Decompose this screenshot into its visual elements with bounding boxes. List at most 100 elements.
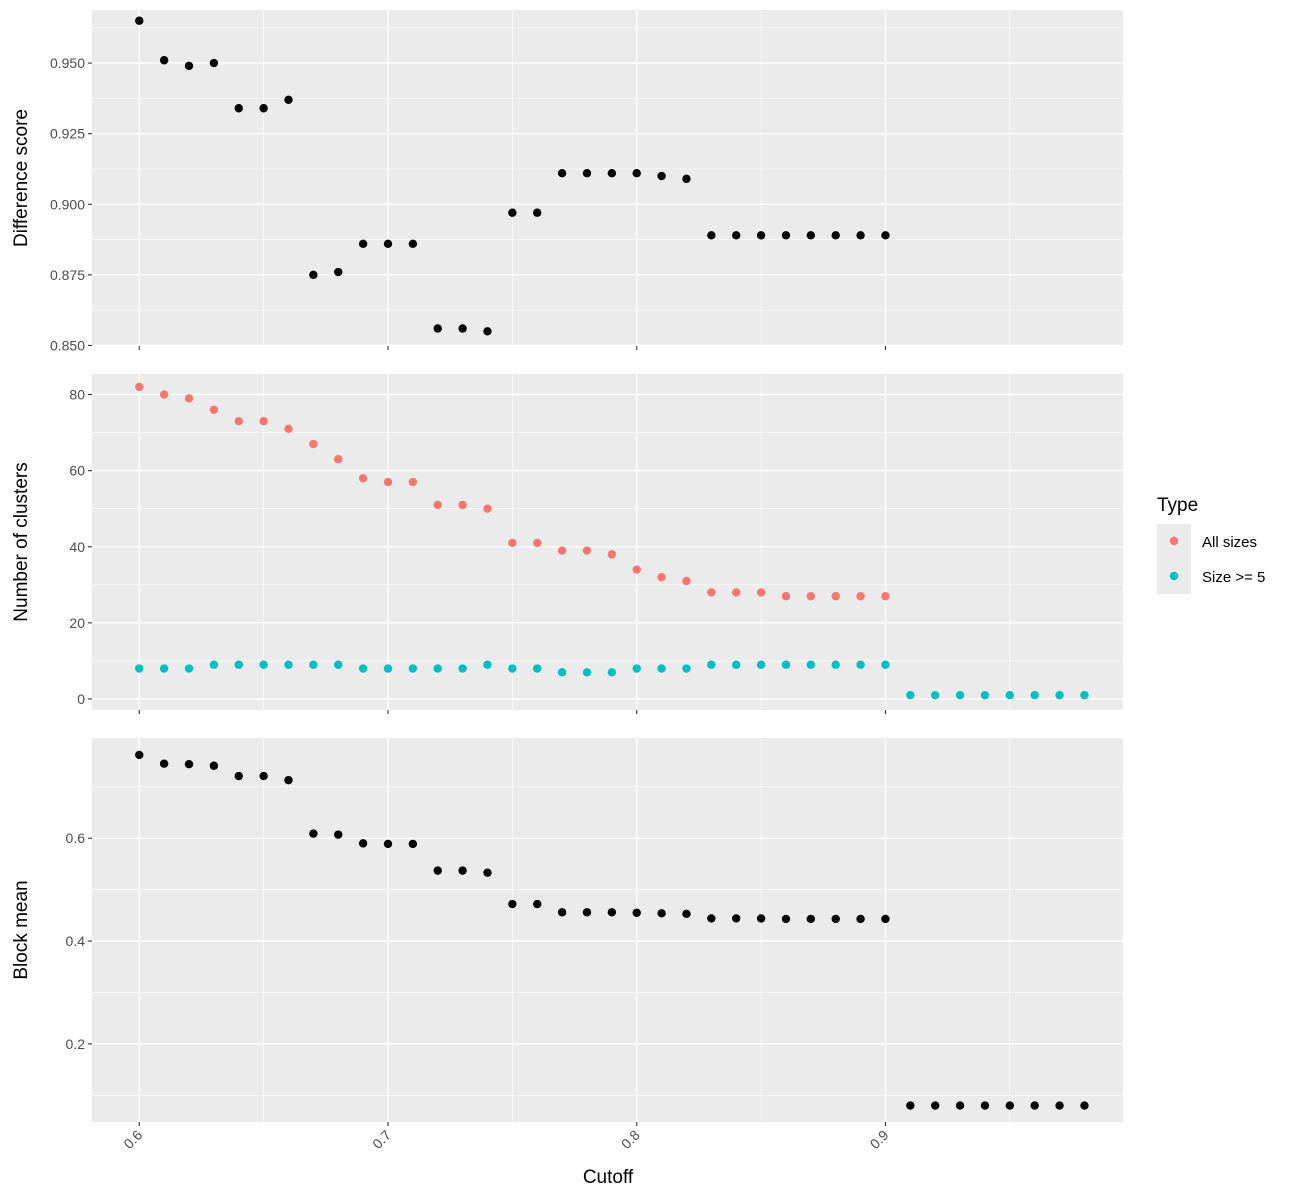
- data-point: [732, 914, 741, 923]
- data-point: [433, 500, 442, 510]
- data-point: [682, 174, 691, 184]
- data-point: [582, 668, 592, 677]
- data-point: [806, 231, 816, 240]
- data-point: [309, 660, 318, 669]
- data-point: [159, 664, 169, 673]
- data-point: [707, 588, 716, 597]
- data-point: [309, 270, 318, 280]
- panel-block-mean: 0.2 0.4 0.6 Block mean: [11, 738, 1123, 1126]
- data-point: [856, 914, 865, 924]
- data-point: [159, 759, 169, 768]
- data-point: [955, 690, 965, 700]
- data-point: [135, 382, 144, 392]
- data-point: [508, 899, 517, 909]
- data-point: [856, 592, 865, 601]
- data-point: [334, 267, 343, 277]
- data-point: [408, 839, 418, 849]
- data-point: [334, 830, 343, 839]
- data-point: [483, 660, 492, 669]
- x-tick-label: 0.7: [369, 1127, 394, 1152]
- data-point: [209, 58, 219, 68]
- data-point: [259, 771, 268, 781]
- data-point: [184, 61, 194, 71]
- y-axis-title-number-of-clusters: Number of clusters: [11, 462, 32, 621]
- y-tick-label: 0.6: [66, 830, 86, 846]
- data-point: [458, 500, 467, 510]
- y-axis-title-block-mean: Block mean: [11, 880, 32, 979]
- data-point: [533, 538, 542, 548]
- data-point: [284, 775, 293, 785]
- data-point: [732, 588, 741, 597]
- data-point: [632, 664, 641, 673]
- data-point: [980, 690, 990, 700]
- series-difference-score: [135, 16, 890, 336]
- x-tick-label: 0.9: [867, 1127, 892, 1152]
- data-point: [184, 760, 194, 769]
- chart-panels: 0.850 0.875 0.900 0.925 0.950 Difference scor…: [11, 10, 1123, 1126]
- data-point: [657, 664, 666, 673]
- data-point: [234, 771, 243, 781]
- y-tick-label: 0: [77, 691, 85, 707]
- data-point: [657, 909, 666, 918]
- data-point: [383, 477, 393, 487]
- data-point: [682, 909, 691, 919]
- y-tick-label: 80: [69, 387, 85, 403]
- data-point: [358, 664, 368, 673]
- data-point: [781, 592, 791, 601]
- data-point: [682, 664, 691, 673]
- data-point: [756, 231, 766, 240]
- data-point: [159, 390, 169, 399]
- data-point: [383, 839, 393, 849]
- x-axis: 0.6 0.7 0.8 0.9: [120, 1127, 891, 1152]
- data-point: [931, 1101, 940, 1110]
- y-tick-label: 0.4: [66, 933, 86, 949]
- data-point: [582, 169, 592, 178]
- y-tick-label: 0.900: [50, 196, 85, 212]
- data-point: [607, 169, 617, 178]
- data-point: [707, 660, 716, 669]
- data-point: [358, 474, 368, 483]
- data-point: [856, 660, 865, 669]
- data-point: [358, 239, 368, 248]
- data-point: [309, 439, 318, 449]
- data-point: [135, 16, 144, 25]
- y-tick-label: 20: [69, 615, 85, 631]
- data-point: [806, 660, 816, 669]
- data-point: [756, 588, 766, 597]
- data-point: [159, 56, 169, 65]
- data-point: [259, 104, 268, 113]
- series-block-mean: [135, 750, 1089, 1110]
- data-point: [756, 660, 766, 669]
- data-point: [906, 1101, 915, 1110]
- data-point: [458, 324, 467, 333]
- panel-background: [92, 738, 1123, 1122]
- data-point: [234, 416, 243, 426]
- data-point: [806, 914, 816, 924]
- y-tick-label: 0.875: [50, 267, 85, 283]
- y-tick-label: 60: [69, 463, 85, 479]
- data-point: [234, 660, 243, 669]
- data-point: [433, 664, 442, 673]
- data-point: [557, 908, 567, 917]
- data-point: [334, 660, 343, 669]
- data-point: [682, 576, 691, 586]
- x-tick-label: 0.8: [618, 1127, 643, 1152]
- y-tick-label: 0.950: [50, 55, 85, 71]
- data-point: [483, 504, 492, 513]
- data-point: [806, 592, 816, 601]
- data-point: [831, 592, 840, 601]
- data-point: [756, 914, 766, 923]
- data-point: [209, 761, 219, 770]
- x-axis-title: Cutoff: [583, 1167, 634, 1188]
- data-point: [259, 416, 268, 426]
- data-point: [135, 750, 144, 760]
- panel-background: [92, 10, 1123, 346]
- legend-label-size-ge-5: Size >= 5: [1202, 569, 1265, 586]
- data-point: [781, 914, 791, 924]
- data-point: [632, 908, 641, 917]
- data-point: [433, 324, 442, 333]
- data-point: [458, 866, 467, 875]
- data-point: [408, 477, 418, 487]
- data-point: [632, 565, 641, 574]
